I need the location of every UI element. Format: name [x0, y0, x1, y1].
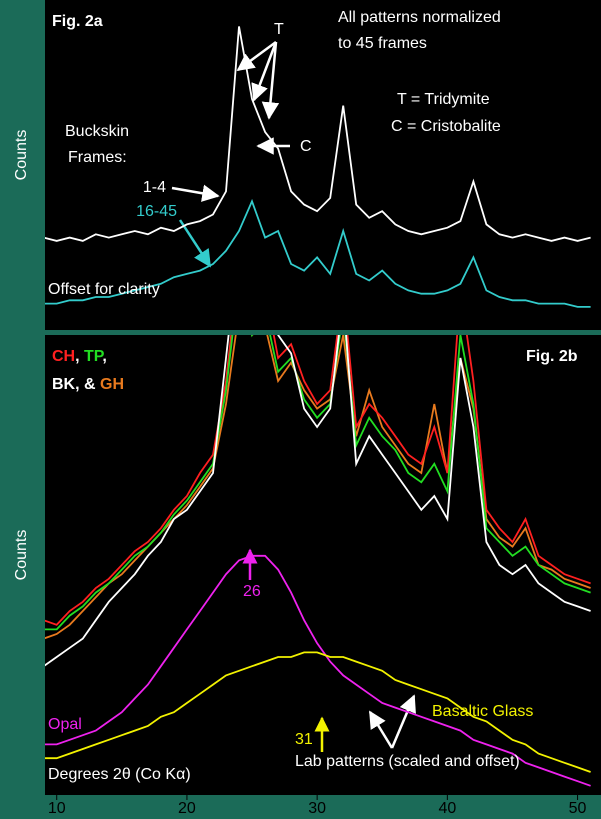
y-axis-label: Counts — [13, 530, 30, 581]
chart-title: Fig. 2b — [526, 348, 578, 365]
annotation: Offset for clarity — [48, 281, 160, 298]
series-line — [45, 26, 591, 242]
annotation: 31 — [295, 731, 313, 748]
annotation: T — [274, 21, 284, 38]
legend-entry: BK — [52, 376, 76, 393]
legend-separator: , — [75, 348, 84, 365]
annotation: All patterns normalized — [338, 9, 501, 26]
chart-title: Fig. 2a — [52, 13, 103, 30]
legend-entry: CH — [52, 348, 75, 365]
series-line — [45, 335, 591, 631]
arrow — [251, 41, 278, 102]
series-line — [45, 335, 591, 667]
legend-separator: , & — [75, 376, 100, 393]
series-line — [45, 651, 591, 773]
x-axis-label: Degrees 2θ (Co Kα) — [48, 766, 191, 783]
arrows — [171, 40, 416, 752]
series-line — [45, 554, 591, 787]
panel-a — [45, 0, 601, 330]
legend-entry: GH — [100, 376, 124, 393]
legend: CH, TP, — [52, 348, 107, 365]
series-line — [45, 198, 591, 308]
arrow — [261, 41, 280, 120]
annotation: T = Tridymite — [397, 91, 490, 108]
annotation: C = Cristobalite — [391, 118, 501, 135]
annotation: Frames: — [68, 149, 127, 166]
arrow — [236, 40, 277, 72]
series-line — [45, 335, 591, 626]
x-tick-label: 10 — [48, 800, 66, 817]
x-tick-label: 30 — [308, 800, 326, 817]
series-label: Basaltic Glass — [432, 703, 533, 720]
series-label: Opal — [48, 716, 82, 733]
arrow — [390, 694, 416, 749]
series-label: 16-45 — [136, 203, 177, 220]
legend: BK, & GH — [52, 376, 124, 393]
series-line — [45, 335, 591, 640]
y-axis-label: Counts — [13, 130, 30, 181]
annotation: Lab patterns (scaled and offset) — [295, 753, 520, 770]
arrow — [171, 184, 220, 202]
x-tick-label: 20 — [178, 800, 196, 817]
annotation: C — [300, 138, 312, 155]
legend-separator: , — [102, 348, 106, 365]
x-tick-label: 50 — [569, 800, 587, 817]
annotation: to 45 frames — [338, 35, 427, 52]
series-label: 1-4 — [143, 179, 166, 196]
arrow — [368, 710, 394, 749]
legend-entry: TP — [84, 348, 105, 365]
annotation: 26 — [243, 583, 261, 600]
annotation: Buckskin — [65, 123, 129, 140]
arrow — [178, 219, 212, 268]
x-tick-label: 40 — [438, 800, 456, 817]
